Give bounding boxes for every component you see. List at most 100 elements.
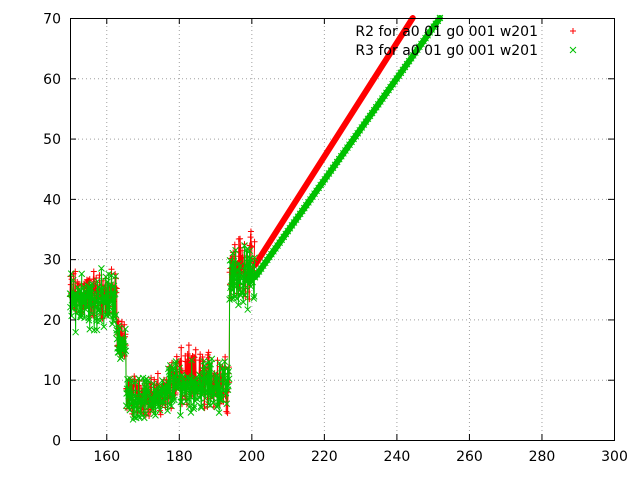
data-point	[239, 288, 246, 296]
x-tick-label: 260	[456, 449, 483, 465]
data-point	[198, 404, 205, 412]
data-point	[144, 388, 151, 395]
data-point	[196, 357, 203, 364]
trend-point	[428, 26, 436, 33]
data-point	[215, 380, 223, 388]
data-point	[168, 402, 175, 410]
trend-point	[393, 75, 401, 82]
data-point	[98, 264, 105, 272]
data-point	[225, 375, 233, 383]
data-point	[68, 312, 75, 320]
trend-point	[364, 115, 372, 123]
data-point	[249, 261, 257, 269]
trend-point	[302, 201, 310, 209]
y-tick-label: 30	[43, 253, 61, 269]
data-point	[118, 353, 125, 361]
data-point	[109, 290, 117, 298]
data-point	[140, 414, 148, 422]
data-point	[215, 409, 223, 417]
trend-point	[376, 98, 384, 105]
trend-point	[366, 112, 374, 120]
trend-point	[282, 230, 290, 238]
data-point	[111, 290, 119, 298]
data-point	[237, 235, 244, 242]
trend-point	[391, 78, 399, 85]
trend-point	[294, 213, 302, 221]
trend-point	[416, 43, 423, 51]
data-point	[225, 367, 233, 375]
legend-sample-point	[570, 28, 576, 34]
x-tick-label: 300	[601, 449, 628, 465]
data-point	[204, 372, 212, 380]
data-point	[94, 277, 101, 285]
trend-point	[292, 216, 300, 223]
data-point	[242, 262, 250, 270]
data-point	[90, 268, 97, 275]
data-point	[171, 396, 178, 404]
data-point	[192, 346, 199, 353]
data-point	[208, 355, 216, 363]
data-point	[85, 314, 92, 322]
data-point	[83, 293, 90, 301]
data-point	[225, 382, 232, 390]
data-point	[223, 408, 230, 415]
y-tick-label: 20	[43, 313, 61, 329]
trend-point	[352, 132, 360, 140]
legend-label-r2: R2 for a0 01 g0 001 w201	[355, 24, 538, 40]
data-point	[150, 380, 157, 387]
data-point	[183, 358, 190, 365]
trend-point	[276, 239, 283, 247]
trend-point	[321, 175, 329, 183]
trend-point	[370, 106, 378, 114]
data-point	[226, 257, 234, 264]
data-point	[247, 255, 254, 263]
trend-point	[259, 262, 267, 270]
data-point	[105, 303, 113, 311]
data-point	[188, 356, 196, 364]
data-point	[99, 283, 107, 291]
data-point	[145, 393, 153, 401]
trend-point	[323, 173, 331, 180]
data-point	[199, 353, 206, 360]
trend-point	[395, 72, 403, 79]
data-point	[236, 262, 244, 270]
trend-point	[405, 57, 413, 65]
data-point	[233, 295, 241, 302]
data-point	[185, 342, 192, 349]
data-point	[207, 360, 214, 368]
plot-frame	[70, 18, 615, 441]
grid-lines	[70, 18, 614, 440]
data-point	[134, 394, 141, 402]
data-point	[128, 388, 136, 396]
y-tick-label: 10	[43, 373, 61, 389]
data-point	[112, 272, 119, 280]
trend-point	[253, 270, 261, 278]
data-point	[173, 369, 180, 377]
trend-point	[411, 49, 419, 56]
trend-point	[331, 161, 339, 169]
trend-point	[426, 29, 433, 36]
data-point	[190, 353, 197, 360]
y-tick-label: 60	[43, 72, 61, 88]
data-point	[246, 247, 254, 255]
data-point	[209, 390, 217, 398]
data-point	[178, 371, 186, 379]
data-point	[235, 301, 242, 309]
data-point	[67, 270, 75, 277]
data-point	[76, 313, 84, 321]
trend-point	[286, 224, 294, 232]
data-point	[247, 234, 254, 241]
trend-point	[418, 40, 425, 48]
trend-point	[261, 259, 269, 267]
data-point	[229, 265, 237, 273]
data-point	[145, 388, 153, 395]
trend-point	[358, 124, 366, 131]
data-point	[123, 385, 131, 393]
data-point	[154, 401, 161, 408]
trend-point	[270, 247, 277, 255]
trend-point	[298, 207, 306, 215]
data-point	[92, 315, 100, 322]
data-point	[199, 366, 207, 373]
data-point	[190, 403, 198, 410]
data-point	[85, 316, 93, 324]
